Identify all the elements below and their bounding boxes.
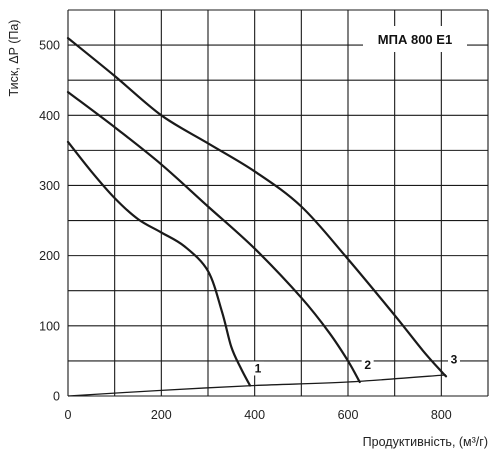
y-tick-label: 200 <box>39 249 60 263</box>
model-label: МПА 800 Е1 <box>378 32 452 47</box>
y-axis-ticks: 0 100 200 300 400 500 <box>39 39 60 404</box>
curve-label-bg <box>252 361 264 376</box>
x-axis-ticks: 0 200 400 600 800 <box>65 408 452 422</box>
curve-label-2: 2 <box>364 358 371 372</box>
y-tick-label: 300 <box>39 179 60 193</box>
x-axis-label: Продуктивність, (м³/г) <box>363 435 488 449</box>
x-tick-label: 0 <box>65 408 72 422</box>
curve-label-bg <box>448 352 460 367</box>
model-label-box <box>363 26 467 52</box>
x-tick-label: 600 <box>338 408 359 422</box>
y-tick-label: 400 <box>39 109 60 123</box>
system-curve <box>67 374 447 397</box>
fan-curves <box>66 37 448 387</box>
curve-labels: 1 2 3 <box>252 352 460 376</box>
fan-curve-3 <box>66 37 448 378</box>
x-tick-label: 800 <box>431 408 452 422</box>
y-axis-label: Тиск, ΔP (Па) <box>7 20 21 97</box>
y-tick-label: 500 <box>39 39 60 53</box>
x-tick-label: 400 <box>244 408 265 422</box>
curve-label-3: 3 <box>451 352 458 366</box>
fan-curve-1 <box>66 140 252 387</box>
y-tick-label: 100 <box>39 319 60 333</box>
plot-grid <box>67 9 489 397</box>
curve-label-bg <box>361 357 374 372</box>
fan-curve-2 <box>66 91 361 384</box>
x-tick-label: 200 <box>151 408 172 422</box>
system-curve-group <box>67 374 447 397</box>
y-tick-label: 0 <box>53 390 60 404</box>
curve-label-1: 1 <box>255 361 262 375</box>
